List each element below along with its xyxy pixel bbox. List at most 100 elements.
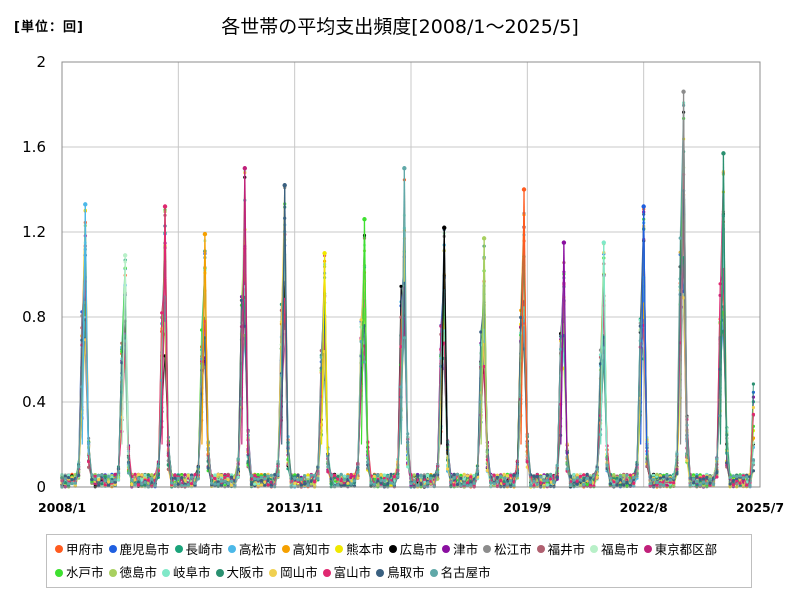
legend-item: 熊本市 (335, 540, 384, 559)
data-point (595, 467, 599, 471)
data-point (219, 479, 224, 483)
data-point (146, 473, 150, 477)
data-point (253, 473, 257, 478)
peak-line (400, 168, 405, 445)
data-point (193, 473, 197, 477)
legend-label: 長崎市 (185, 541, 224, 557)
data-point (213, 473, 217, 477)
data-point (136, 482, 140, 486)
data-point (110, 480, 114, 484)
data-point (186, 473, 190, 477)
data-point (585, 476, 589, 480)
data-point (532, 474, 536, 478)
data-point (176, 476, 180, 480)
data-point (615, 483, 619, 487)
data-point (239, 298, 244, 302)
data-point (113, 480, 117, 484)
data-point (625, 480, 629, 484)
data-point (70, 482, 74, 486)
data-point (342, 474, 347, 478)
legend-item: 岡山市 (269, 563, 318, 582)
legend-marker (590, 545, 599, 553)
data-point (136, 476, 140, 480)
x-tick-label: 2010/12 (150, 500, 207, 515)
data-point (628, 483, 633, 487)
data-point (213, 482, 217, 486)
legend-label: 松江市 (494, 541, 532, 557)
data-point (582, 482, 586, 487)
data-point (140, 478, 144, 482)
data-point (711, 482, 716, 487)
data-point (100, 482, 104, 486)
data-point (306, 473, 310, 477)
series-名古屋市 (60, 103, 756, 489)
data-point (133, 472, 137, 476)
peak-line (161, 206, 166, 445)
data-point (728, 482, 732, 486)
data-point (459, 476, 463, 480)
data-point (658, 482, 662, 486)
data-point (452, 476, 456, 480)
data-point (296, 473, 300, 477)
data-point (575, 479, 579, 483)
data-point (326, 470, 330, 474)
legend-label: 鹿児島市 (119, 541, 170, 557)
data-point (356, 476, 360, 480)
data-point (216, 482, 220, 486)
data-point (452, 472, 456, 476)
data-point (399, 284, 403, 288)
peak-point (202, 231, 208, 237)
legend-item: 福井市 (536, 540, 585, 559)
legend-label: 東京都区部 (654, 541, 718, 557)
data-point (309, 479, 313, 483)
data-point (559, 347, 563, 351)
data-point (223, 475, 227, 479)
data-point (505, 474, 509, 478)
data-point (698, 477, 702, 481)
peak-line (682, 91, 688, 456)
data-point (479, 330, 483, 334)
data-point (269, 473, 273, 477)
data-point (578, 478, 583, 482)
data-point (455, 472, 460, 476)
data-point (106, 480, 111, 484)
data-point (236, 475, 240, 479)
chart-legend: 甲府市 鹿児島市 長崎市 高松市 高知市 熊本市 広島市 津市 松江市 福井市 福島市 東京都区部 水戸… (46, 534, 752, 588)
legend-item: 岐阜市 (162, 563, 211, 582)
data-point (339, 479, 343, 483)
peak-line (281, 185, 286, 445)
data-point (63, 477, 67, 481)
data-point (180, 473, 184, 477)
y-tick-label: 2 (36, 53, 46, 71)
data-point (106, 484, 111, 488)
data-point (369, 481, 373, 485)
legend-item: 鹿児島市 (108, 540, 170, 559)
data-point (140, 482, 144, 486)
data-point (93, 482, 97, 486)
peak-line (679, 91, 685, 445)
data-point (116, 470, 121, 475)
data-point (67, 473, 71, 477)
data-point (419, 482, 423, 486)
data-point (100, 473, 104, 477)
data-point (668, 478, 672, 482)
axes (61, 61, 761, 488)
data-point (469, 483, 473, 487)
data-point (662, 483, 666, 487)
legend-label: 津市 (453, 541, 479, 557)
x-tick-label: 2019/9 (503, 500, 551, 515)
data-point (422, 484, 426, 488)
data-point (655, 472, 659, 476)
data-point (396, 475, 400, 479)
data-point (269, 484, 273, 488)
peak-line (563, 242, 568, 456)
legend-item: 東京都区部 (643, 540, 718, 559)
data-point (90, 478, 94, 482)
unit-label: [単位：回] (14, 20, 84, 35)
peak-line (320, 253, 326, 445)
data-point (379, 479, 383, 483)
data-point (449, 480, 453, 484)
data-point (701, 477, 706, 481)
legend-marker (162, 568, 171, 577)
legend-item: 福島市 (590, 540, 639, 559)
